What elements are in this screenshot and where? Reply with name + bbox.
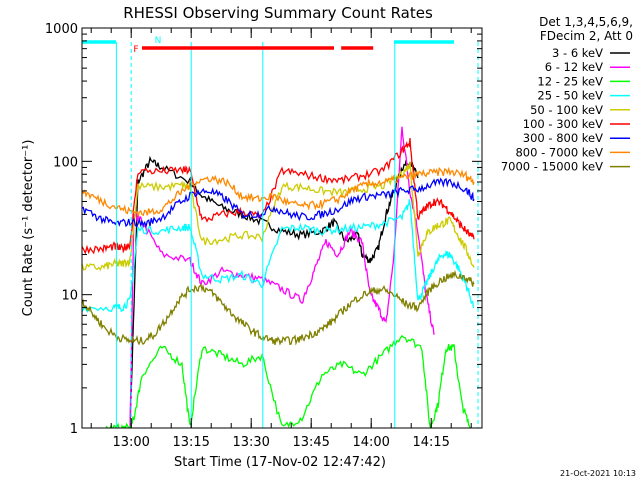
series-line-2 bbox=[129, 126, 435, 428]
legend-label-1: 3 - 6 keV bbox=[552, 46, 603, 60]
legend-label-8: 800 - 7000 keV bbox=[515, 145, 603, 159]
legend-label-2: 6 - 12 keV bbox=[545, 60, 603, 74]
legend-header-line-2: FDecim 2, Att 0 bbox=[540, 29, 633, 43]
legend-header-line-1: Det 1,3,4,5,6,9, bbox=[539, 15, 633, 29]
x-tick-label: 13:45 bbox=[292, 435, 329, 450]
series-line-7 bbox=[82, 177, 475, 229]
y-tick-label: 10 bbox=[61, 289, 78, 304]
series-line-8 bbox=[82, 166, 475, 219]
y-axis-label: Count Rate (s⁻¹ detector⁻¹) bbox=[21, 140, 36, 317]
y-axis: 1 10 100 1000 bbox=[45, 22, 482, 437]
flag-n: N bbox=[155, 36, 162, 46]
legend-label-6: 100 - 300 keV bbox=[523, 117, 603, 131]
x-tick-label: 13:00 bbox=[112, 435, 149, 450]
series-layer bbox=[82, 126, 475, 428]
y-tick-label: 1 bbox=[70, 422, 78, 437]
y-tick-label: 100 bbox=[53, 155, 78, 170]
legend-label-4: 25 - 50 keV bbox=[537, 89, 603, 103]
series-line-6 bbox=[82, 138, 475, 255]
x-tick-label: 13:15 bbox=[172, 435, 209, 450]
series-line-1 bbox=[129, 155, 419, 428]
x-axis-label: Start Time (17-Nov-02 12:47:42) bbox=[174, 455, 386, 470]
y-tick-label: 1000 bbox=[45, 22, 78, 37]
legend-label-5: 50 - 100 keV bbox=[530, 103, 603, 117]
flag-f: F bbox=[133, 45, 138, 55]
x-tick-label: 14:00 bbox=[352, 435, 389, 450]
legend-label-3: 12 - 25 keV bbox=[537, 74, 603, 88]
legend-label-9: 7000 - 15000 keV bbox=[501, 160, 603, 174]
legend-label-7: 300 - 800 keV bbox=[523, 131, 603, 145]
x-tick-label: 14:15 bbox=[412, 435, 449, 450]
series-line-9 bbox=[82, 269, 475, 346]
x-tick-label: 13:30 bbox=[232, 435, 269, 450]
series-line-3 bbox=[105, 334, 471, 428]
chart-title: RHESSI Observing Summary Count Rates bbox=[123, 4, 433, 22]
series-line-4 bbox=[82, 199, 475, 313]
x-axis: 13:00 13:15 13:30 13:45 14:00 14:15 bbox=[90, 28, 472, 450]
footer-date: 21-Oct-2021 10:13 bbox=[560, 469, 636, 478]
plot-frame bbox=[81, 27, 483, 429]
overlay-layer: FN bbox=[82, 36, 479, 428]
